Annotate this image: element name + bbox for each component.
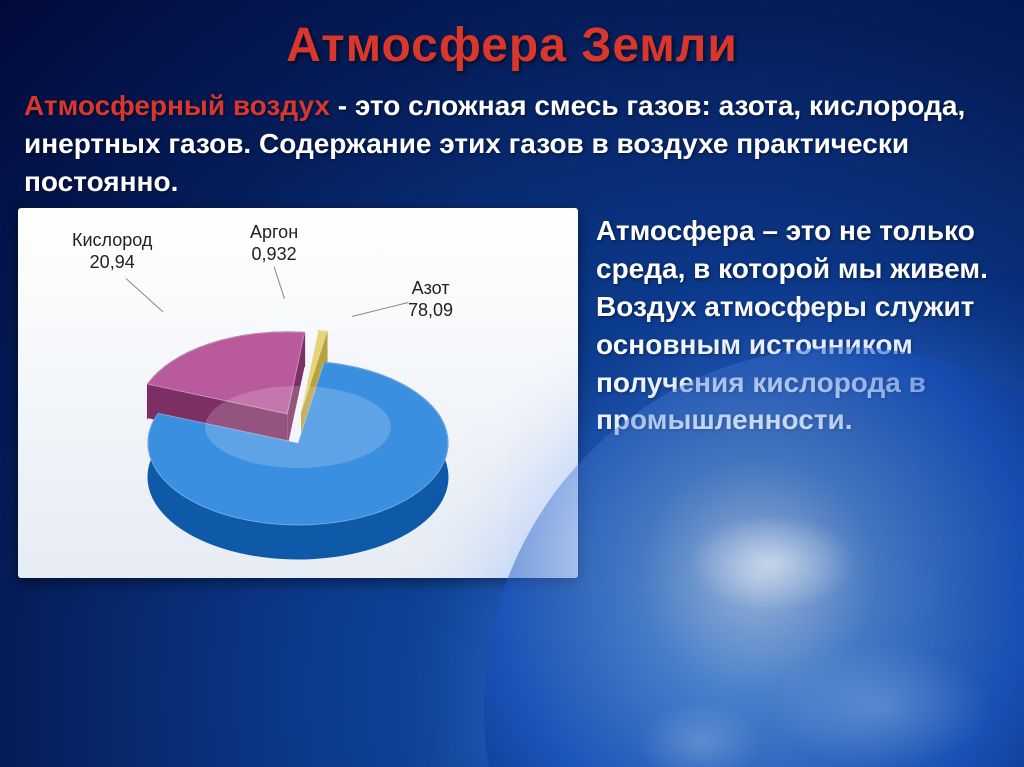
label-nitrogen-name: Азот bbox=[408, 278, 453, 300]
label-oxygen-name: Кислород bbox=[72, 230, 152, 252]
label-nitrogen: Азот 78,09 bbox=[408, 278, 453, 321]
label-oxygen-value: 20,94 bbox=[72, 252, 152, 274]
intro-lead: Атмосферный воздух bbox=[24, 90, 330, 121]
pie-svg bbox=[108, 293, 488, 553]
intro-paragraph: Атмосферный воздух - это сложная смесь г… bbox=[0, 73, 1024, 200]
label-nitrogen-value: 78,09 bbox=[408, 300, 453, 322]
slide-title: Атмосфера Земли bbox=[0, 0, 1024, 73]
pie-chart bbox=[108, 293, 488, 553]
label-argon-value: 0,932 bbox=[250, 244, 298, 266]
slide-root: Атмосфера Земли Атмосферный воздух - это… bbox=[0, 0, 1024, 767]
label-oxygen: Кислород 20,94 bbox=[72, 230, 152, 273]
label-argon-name: Аргон bbox=[250, 222, 298, 244]
pie-chart-panel: Кислород 20,94 Аргон 0,932 Азот 78,09 bbox=[18, 208, 578, 578]
label-argon: Аргон 0,932 bbox=[250, 222, 298, 265]
